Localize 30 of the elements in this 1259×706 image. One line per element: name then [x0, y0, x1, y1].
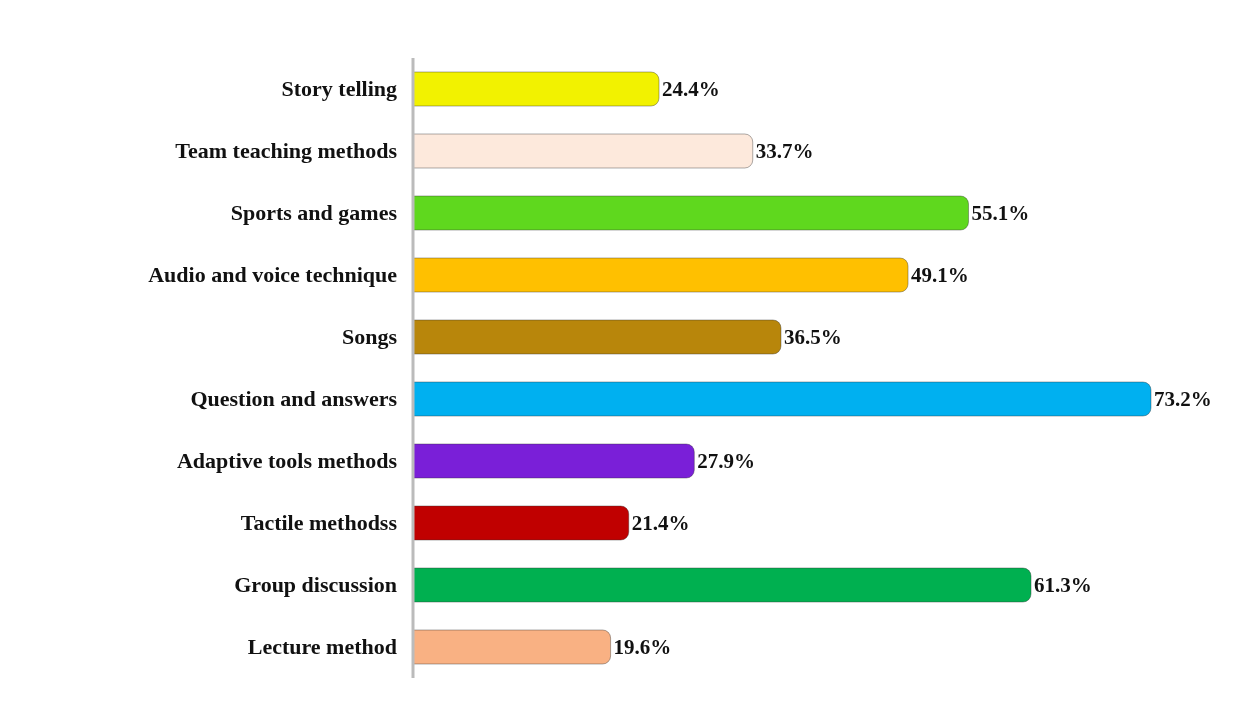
bar	[412, 133, 754, 169]
bar	[412, 443, 695, 479]
data-label: 33.7%	[755, 139, 814, 164]
y-tick-label: Story telling	[281, 76, 397, 101]
y-tick-label: Lecture method	[247, 634, 397, 659]
data-label: 55.1%	[971, 201, 1030, 226]
bar	[412, 71, 660, 107]
bar	[412, 319, 782, 355]
bar	[412, 505, 630, 541]
bar	[412, 195, 970, 231]
bar	[412, 257, 909, 293]
y-tick-label: Sports and games	[230, 200, 398, 225]
data-label: 21.4%	[631, 511, 690, 536]
data-label: 19.6%	[613, 635, 672, 660]
data-label: 73.2%	[1154, 387, 1212, 412]
data-label: 36.5%	[783, 325, 842, 350]
bar	[412, 381, 1152, 417]
data-label: 49.1%	[911, 263, 969, 288]
y-tick-label: Question and answers	[190, 386, 398, 411]
y-tick-label: Audio and voice technique	[148, 262, 398, 287]
data-label: 24.4%	[662, 77, 720, 102]
y-tick-label: Team teaching methods	[175, 138, 398, 163]
bar	[412, 629, 612, 665]
y-tick-label: Songs	[341, 324, 398, 349]
y-tick-label: Tactile methodss	[240, 510, 398, 535]
bar	[412, 567, 1032, 603]
y-tick-label: Adaptive tools methods	[176, 448, 398, 473]
data-label: 27.9%	[697, 449, 756, 474]
y-tick-label: Group discussion	[234, 572, 397, 597]
data-label: 61.3%	[1034, 573, 1092, 598]
